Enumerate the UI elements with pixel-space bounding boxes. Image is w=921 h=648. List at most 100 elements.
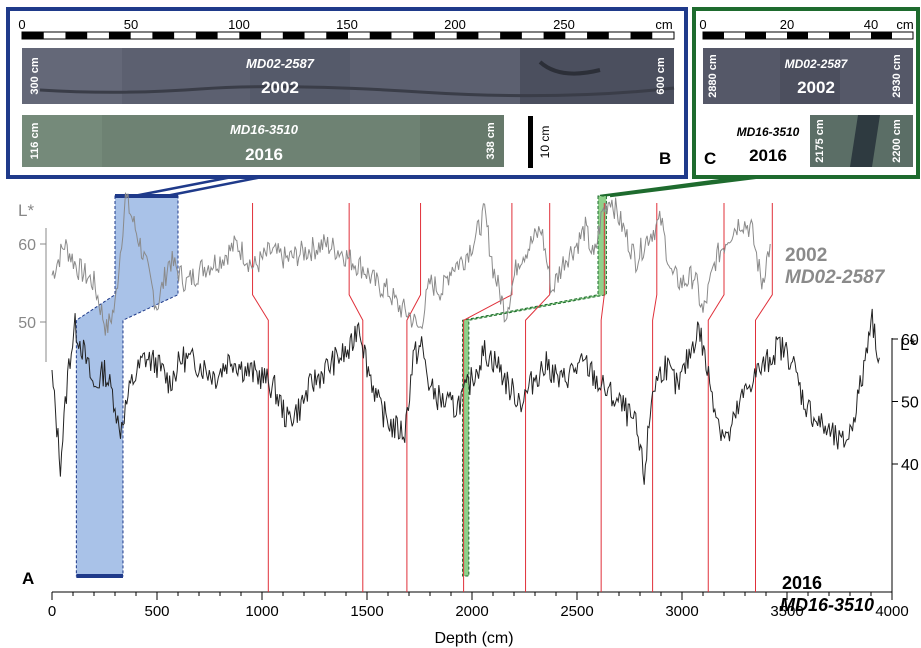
legend-2002-name: MD02-2587 [785,267,886,288]
ruler-segment [413,32,435,39]
right-y-tick-label: 50 [901,395,919,412]
photo-2016-end-depth: 338 cm [485,122,497,160]
ruler-segment [239,32,262,39]
ruler-segment [829,32,850,39]
photo-2016-core-name: MD16-3510 [230,122,299,137]
photo-c-2016-core-name: MD16-3510 [737,125,800,139]
ruler-segment [587,32,609,39]
series-2016-line [51,308,880,485]
panel-b-label: B [659,149,671,168]
panel-b-scale-unit: cm [655,17,672,32]
left-axis-title: L* [18,201,34,220]
series-2002-line [51,192,771,336]
ruler-segment [22,32,44,39]
ruler-segment [369,32,392,39]
x-tick-label: 3000 [665,603,698,620]
panel-a-chart: 0 500 1000 1500 2000 2500 3000 3500 4000 50 60 40 50… [18,192,919,620]
photo-2002-year: 2002 [261,78,299,97]
panel-c-frame [692,7,920,179]
photo-c-2002-end-depth: 2930 cm [891,54,903,98]
panel-b-frame [6,7,688,179]
photo-2002-core-name: MD02-2587 [246,56,315,71]
ruler-segment [65,32,88,39]
panel-c-connector-right [609,175,763,198]
x-tick-label: 0 [48,603,56,620]
core-photo-2002-c: 2880 cm 2930 cm MD02-2587 2002 [703,48,913,104]
x-tick-label: 2500 [560,603,593,620]
ruler-segment [282,32,305,39]
panel-c-label: C [704,149,716,168]
right-y-tick-label: 60 [901,332,919,349]
tie-line [525,203,551,592]
tie-line [406,203,422,592]
core-photo-2016-c: 2175 cm 2200 cm [810,115,913,167]
tie-line [348,203,364,592]
panel-c-scale-unit: cm [896,17,913,32]
panel-b-scale-ruler: 0 50 100 150 200 250 cm [18,17,675,40]
tie-line [252,203,269,592]
panel-c-scale-ruler: 0 20 40 cm [699,17,914,40]
x-tick-label: 2000 [455,603,488,620]
ruler-segment [326,32,348,39]
tie-line [755,203,773,592]
left-y-tick-label: 50 [18,315,36,332]
ruler-segment [787,32,808,39]
photo-c-2016-end-depth: 2200 cm [891,119,903,163]
legend-2002-year: 2002 [785,245,827,266]
photo-c-2002-start-depth: 2880 cm [707,54,719,98]
ruler-segment [500,32,522,39]
panel-b-connector-right [165,175,263,198]
photo-c-2016-year: 2016 [749,146,787,165]
tie-line [463,203,513,592]
right-axis-title: L* [900,335,916,354]
panel-c-connector-left [599,175,745,198]
panel-b-scale-bar-label: 10 cm [538,126,552,159]
photo-c-2002-year: 2002 [797,78,835,97]
x-tick-label: 1000 [245,603,278,620]
photo-c-2016-start-depth: 2175 cm [814,119,826,163]
x-tick-label: 3500 [770,603,803,620]
panel-b-tick-100: 100 [228,17,250,32]
left-y-tick-label: 60 [18,237,36,254]
panel-b-tick-0: 0 [18,17,25,32]
panel-b-connector-left [133,175,233,198]
x-axis-title: Depth (cm) [434,630,513,647]
photo-c-2002-core-name: MD02-2587 [785,57,849,71]
panel-c-interval-highlight [462,195,607,577]
x-tick-label: 500 [144,603,169,620]
panel-a-label: A [22,569,34,588]
legend-2016-year: 2016 [782,573,822,593]
ruler-segment [195,32,218,39]
panel-b-tick-200: 200 [444,17,466,32]
panel-b-interval-highlight [75,195,179,577]
ruler-segment [456,32,479,39]
ruler-segment [108,32,131,39]
panel-b-scale-bar: 10 cm [528,116,552,168]
core-photo-2016-b: 116 cm 338 cm MD16-3510 2016 [22,115,504,167]
panel-c-tick-20: 20 [780,17,794,32]
panel-b-tick-150: 150 [336,17,358,32]
x-tick-label: 4000 [875,603,908,620]
ruler-segment [630,32,653,39]
tie-line [707,203,725,592]
panel-b-tick-50: 50 [124,17,138,32]
ruler-segment [152,32,175,39]
photo-2002-start-depth: 300 cm [29,57,41,95]
right-y-tick-label: 40 [901,457,919,474]
tie-line [652,203,658,592]
x-tick-label: 1500 [350,603,383,620]
legend-2016-name: MD16-3510 [780,595,874,615]
photo-2016-year: 2016 [245,145,283,164]
ruler-segment [871,32,892,39]
photo-2002-end-depth: 600 cm [655,57,667,95]
ruler-segment [745,32,766,39]
panel-c-tick-0: 0 [699,17,706,32]
panel-c-tick-40: 40 [864,17,878,32]
ruler-segment [543,32,566,39]
photo-2016-start-depth: 116 cm [29,122,41,159]
ruler-segment [703,32,724,39]
tie-line [600,203,605,592]
panel-b-tick-250: 250 [553,17,575,32]
core-photo-2002-b: 300 cm 600 cm MD02-2587 2002 [22,48,675,104]
